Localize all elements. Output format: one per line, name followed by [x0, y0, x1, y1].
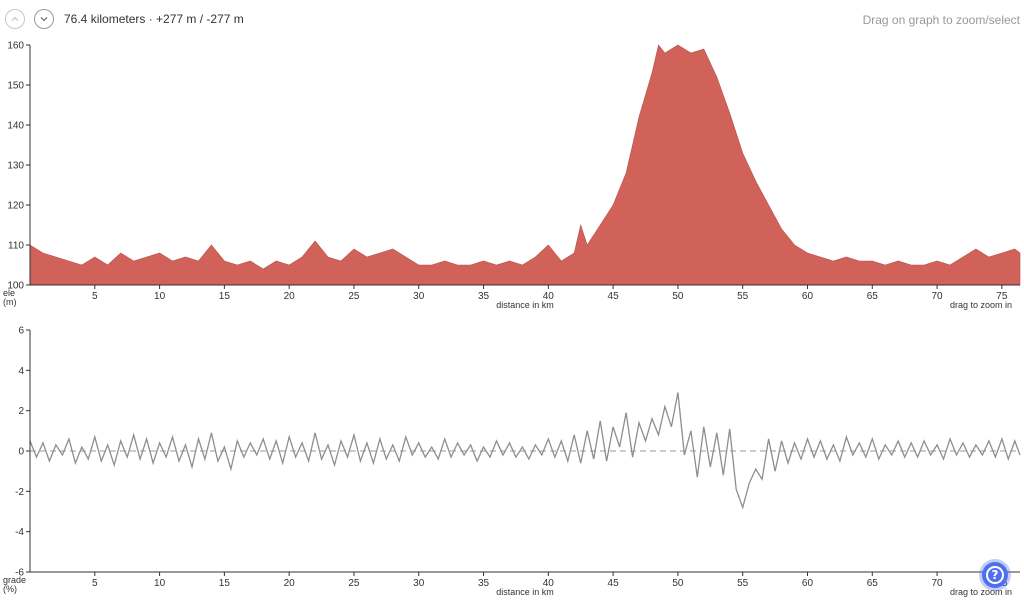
y-tick-label: -2: [15, 487, 24, 498]
x-tick-label: 35: [478, 578, 490, 589]
x-tick-label: 25: [348, 291, 360, 302]
y-tick-label: 130: [7, 161, 24, 172]
x-tick-label: 50: [672, 578, 684, 589]
chevron-up-icon: [11, 16, 19, 21]
x-tick-label: 35: [478, 291, 490, 302]
y-axis-label: grade: [3, 575, 26, 585]
x-tick-label: 60: [802, 578, 814, 589]
x-axis-label: distance in km: [496, 300, 554, 310]
x-tick-label: 30: [413, 578, 425, 589]
chevron-down-icon: [40, 17, 48, 22]
x-tick-label: 55: [737, 578, 749, 589]
x-tick-label: 45: [608, 291, 620, 302]
y-tick-label: 120: [7, 201, 24, 212]
x-tick-label: 40: [543, 578, 555, 589]
y-tick-label: 2: [18, 406, 24, 417]
y-tick-label: -4: [15, 527, 24, 538]
route-summary: 76.4 kilometers · +277 m / -277 m: [64, 12, 244, 26]
y-tick-label: 4: [18, 366, 24, 377]
top-bar: 76.4 kilometers · +277 m / -277 m Drag o…: [0, 0, 1024, 40]
x-tick-label: 20: [284, 578, 296, 589]
y-tick-label: 0: [18, 447, 24, 458]
x-tick-label: 65: [867, 578, 879, 589]
x-tick-label: 60: [802, 291, 814, 302]
x-tick-label: 55: [737, 291, 749, 302]
zoom-note: drag to zoom in: [950, 300, 1012, 310]
x-tick-label: 25: [348, 578, 360, 589]
zoom-note: drag to zoom in: [950, 587, 1012, 597]
x-tick-label: 10: [154, 291, 166, 302]
help-icon: ?: [986, 566, 1004, 584]
x-tick-label: 30: [413, 291, 425, 302]
grade-chart[interactable]: -6-4-2024651015202530354045505560657075d…: [3, 326, 1021, 598]
x-tick-label: 40: [543, 291, 555, 302]
x-tick-label: 5: [92, 578, 98, 589]
y-tick-label: 100: [7, 281, 24, 292]
y-tick-label: 6: [18, 326, 24, 337]
y-tick-label: 160: [7, 41, 24, 52]
y-axis-label: ele: [3, 288, 15, 298]
grade-line: [29, 392, 1021, 510]
x-tick-label: 15: [219, 578, 231, 589]
elevation-area: [29, 44, 1021, 286]
x-tick-label: 5: [92, 291, 98, 302]
x-tick-label: 70: [932, 291, 944, 302]
x-tick-label: 20: [284, 291, 296, 302]
y-tick-label: 150: [7, 81, 24, 92]
y-tick-label: 110: [8, 241, 24, 252]
x-tick-label: 50: [672, 291, 684, 302]
expand-button[interactable]: [34, 9, 54, 29]
x-tick-label: 75: [996, 291, 1008, 302]
y-tick-label: -6: [15, 568, 24, 579]
elevation-chart[interactable]: 100 110 120 130 140 150 160 5 10 15 20 25 30 35 40 45 50…: [3, 41, 1021, 311]
x-tick-label: 65: [867, 291, 879, 302]
zoom-hint: Drag on graph to zoom/select: [862, 13, 1020, 27]
x-tick-label: 15: [219, 291, 231, 302]
y-tick-label: 140: [7, 121, 24, 132]
help-button[interactable]: ?: [982, 562, 1008, 588]
x-tick-label: 45: [608, 578, 620, 589]
y-axis-label: (m): [3, 297, 17, 307]
y-axis-label: (%): [3, 584, 17, 594]
x-axis-label: distance in km: [496, 587, 554, 597]
x-tick-label: 10: [154, 578, 166, 589]
x-tick-label: 70: [932, 578, 944, 589]
collapse-button[interactable]: [5, 9, 25, 29]
